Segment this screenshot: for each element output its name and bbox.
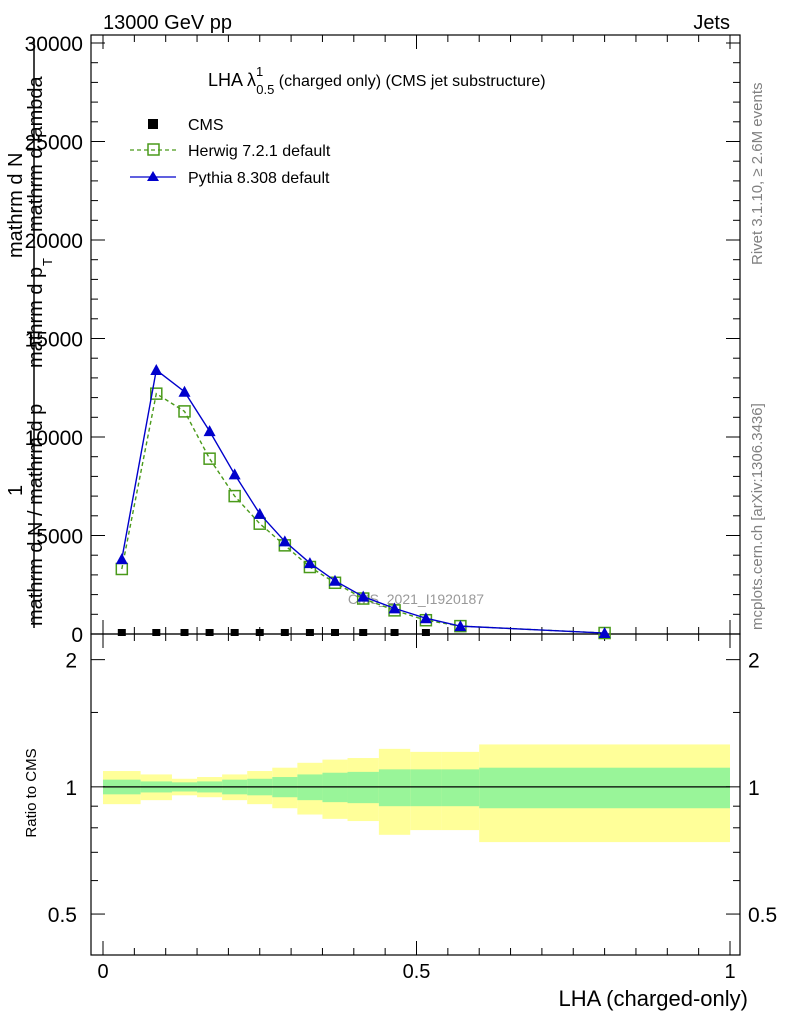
pythia-point (598, 627, 611, 639)
ylabel-denominator: mathrm d N / mathrm d p (25, 404, 47, 626)
y-tick-label: 5000 (36, 526, 83, 549)
legend-marker-cms (148, 119, 158, 129)
mcplots-text: mcplots.cern.ch [arXiv:1306.3436] (749, 403, 766, 630)
ratio-band-inner (441, 769, 480, 807)
cms-point (205, 629, 214, 636)
pythia-point (228, 468, 241, 480)
ratio-tick-label-left: 0.5 (48, 904, 77, 927)
cms-point (305, 629, 314, 636)
pythia-point (203, 425, 216, 437)
ylabel-bottom: mathrm d p (25, 267, 47, 368)
legend-marker-herwig (147, 143, 160, 156)
y-tick-label: 30000 (25, 33, 83, 56)
cms-point (255, 629, 264, 636)
pythia-point (253, 507, 266, 519)
cms-point (330, 629, 339, 636)
cms-point (152, 629, 161, 636)
y-tick-label: 0 (71, 624, 83, 647)
cms-point (421, 629, 430, 636)
legend-marker-pythia (147, 171, 159, 181)
y-tick-label: 25000 (25, 132, 83, 155)
ratio-tick-label-left: 1 (65, 777, 77, 800)
ratio-band-inner (479, 767, 730, 809)
ylabel-one: 1 (5, 485, 27, 496)
ratio-plot-frame (90, 633, 741, 956)
title-sup: 1 (256, 64, 263, 79)
herwig-point (178, 405, 191, 418)
cms-point (117, 629, 126, 636)
pythia-line (121, 368, 605, 634)
cms-point (280, 629, 289, 636)
rivet-version-text: Rivet 3.1.10, ≥ 2.6M events (749, 83, 766, 266)
legend-label-cms: CMS (188, 117, 224, 134)
ylabel-sub: T (40, 258, 55, 266)
ylabel-top: mathrm d (5, 174, 27, 258)
herwig-point (150, 387, 163, 400)
header-right: Jets (693, 12, 730, 34)
x-axis-label: LHA (charged-only) (558, 986, 748, 1011)
x-tick-label: 0.5 (403, 961, 431, 983)
pythia-point (150, 364, 163, 376)
herwig-point (228, 489, 241, 503)
pythia-point (454, 620, 467, 632)
x-tick-label: 1 (724, 961, 735, 983)
y-tick-label: 10000 (25, 427, 83, 450)
ratio-band-inner (410, 769, 442, 807)
y-tick-label: 15000 (25, 329, 83, 352)
herwig-line (121, 392, 605, 634)
ylabel-top2: N (5, 153, 27, 167)
pythia-point (388, 602, 401, 614)
ylabel-bottom2: mathrm d lambda (25, 76, 47, 232)
pythia-point (419, 612, 432, 624)
title-sub: 0.5 (256, 82, 274, 97)
header-left: 13000 GeV pp (103, 12, 232, 34)
pythia-point (328, 574, 341, 586)
pythia-point (178, 385, 191, 397)
pythia-point (357, 590, 370, 602)
title-rest: (charged only) (CMS jet substructure) (274, 73, 545, 90)
cms-point (230, 629, 239, 636)
title-main: LHA λ (208, 70, 256, 90)
cms-point (180, 629, 189, 636)
x-tick-label: 0 (97, 961, 108, 983)
ratio-band-inner (347, 771, 379, 804)
ratio-tick-label-right: 2 (748, 650, 760, 673)
y-axis-label: mathrm d N mathrm d p mathrm d lambda T … (5, 40, 55, 628)
chart-dynamic-layer: 0 5000 10000 15000 20000 25000 30000 0 0.5 1 0.5 0.… (25, 33, 778, 983)
legend-label-pythia: Pythia 8.308 default (188, 170, 330, 187)
ratio-tick-label-left: 2 (65, 650, 77, 673)
legend: CMS Herwig 7.2.1 default Pythia 8.308 de… (130, 117, 331, 187)
pythia-point (115, 553, 128, 565)
chart-title: LHA λ1 0.5 (charged only) (CMS jet substr… (208, 64, 546, 97)
ratio-tick-label-right: 0.5 (748, 904, 777, 927)
ratio-band-inner (378, 769, 411, 807)
ratio-tick-label-right: 1 (748, 777, 760, 800)
herwig-point (203, 452, 216, 465)
cms-point (359, 629, 368, 636)
y-tick-label: 20000 (25, 230, 83, 253)
ratio-ylabel: Ratio to CMS (23, 748, 40, 837)
pythia-point (303, 557, 316, 569)
legend-label-herwig: Herwig 7.2.1 default (188, 143, 331, 160)
pythia-point (278, 535, 291, 547)
cms-point (390, 629, 399, 636)
